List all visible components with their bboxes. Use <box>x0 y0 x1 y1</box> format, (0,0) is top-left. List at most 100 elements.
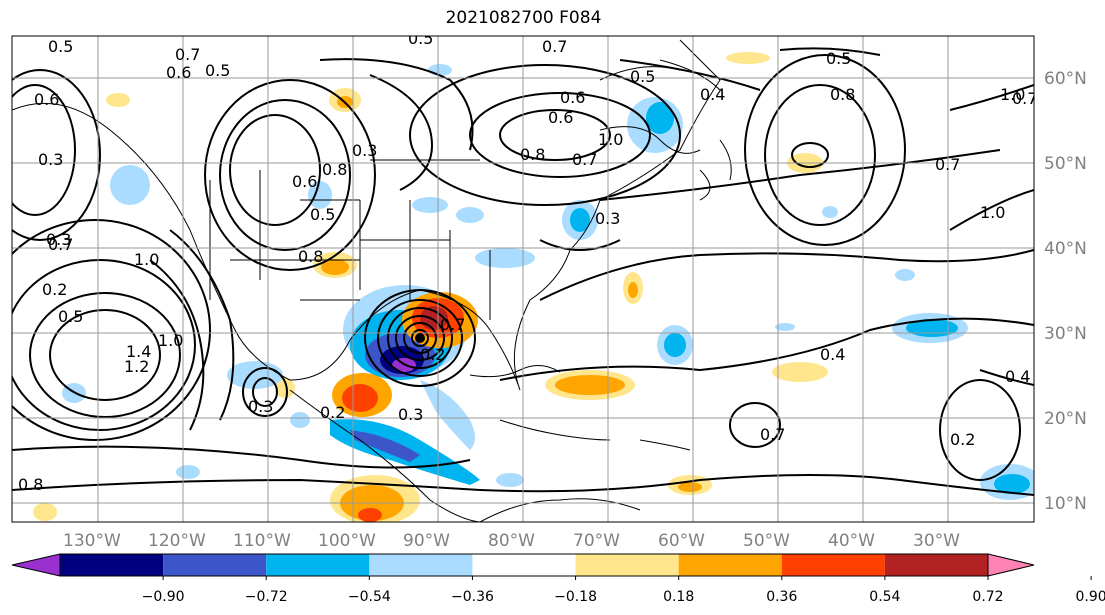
contour-label: 0.8 <box>322 160 347 179</box>
contour-label: 1.0 <box>598 130 623 149</box>
colorbar-segment <box>266 554 370 576</box>
latitude-axis: 60°N 50°N 40°N 30°N 20°N 10°N <box>1044 69 1087 514</box>
contour-label: 0.7 <box>542 37 567 56</box>
chart-title: 2021082700 F084 <box>445 8 602 28</box>
colorbar-segment <box>781 554 885 576</box>
colorbar-extend-max <box>987 553 1035 577</box>
negative-area <box>456 207 484 223</box>
colorbar-segment <box>678 554 782 576</box>
longitude-label: 60°W <box>658 531 705 551</box>
negative-area <box>308 181 332 209</box>
colorbar-segment <box>472 554 576 576</box>
contour-label: 0.5 <box>205 61 230 80</box>
contour-label: 0.8 <box>520 145 545 164</box>
positive-area <box>726 52 770 64</box>
contour-label: 0.2 <box>420 345 445 364</box>
contour-label: 0.6 <box>548 108 573 127</box>
positive-area <box>358 508 382 522</box>
contour-label: 0.2 <box>950 430 975 449</box>
contour-label: 0.3 <box>248 397 273 416</box>
contour-label: 0.4 <box>700 85 725 104</box>
latitude-label: 20°N <box>1044 409 1087 429</box>
positive-area <box>628 282 638 298</box>
colorbar-ticks: −0.90 −0.72 −0.54 −0.36 −0.18 0.18 0.36 0.54 0.7… <box>142 576 1105 605</box>
colorbar-segment <box>369 554 473 576</box>
contour-label: 0.5 <box>48 37 73 56</box>
negative-area <box>420 380 475 450</box>
positive-area <box>555 375 625 395</box>
colorbar-tick-label: 0.54 <box>869 589 900 605</box>
colorbar-frame <box>59 553 989 577</box>
colorbar-tick-label: −0.90 <box>142 589 185 605</box>
contour-label: 0.7 <box>48 235 73 254</box>
positive-area <box>275 378 295 398</box>
longitude-axis: 130°W 120°W 110°W 100°W 90°W 80°W 70°W 60°W 50°W… <box>63 531 960 551</box>
longitude-label: 70°W <box>573 531 620 551</box>
coastlines <box>12 39 732 522</box>
longitude-label: 100°W <box>318 531 376 551</box>
positive-area <box>772 362 828 382</box>
contour-label: 0.6 <box>166 63 191 82</box>
negative-area <box>350 430 420 462</box>
positive-area <box>342 384 378 412</box>
latitude-label: 60°N <box>1044 69 1087 89</box>
contour-label: 1.0 <box>980 203 1005 222</box>
positive-area <box>33 503 57 521</box>
longitude-label: 50°W <box>743 531 790 551</box>
contour-label: 0.2 <box>42 280 67 299</box>
colorbar-extend-min <box>11 553 61 577</box>
contour-label: 0.7 <box>935 155 960 174</box>
negative-area <box>646 102 674 134</box>
negative-area <box>475 248 535 268</box>
colorbar-tick-label: −0.72 <box>245 589 288 605</box>
contour-label: 1.0 <box>1000 85 1025 104</box>
gridlines <box>12 36 1034 522</box>
contour-label: 0.8 <box>298 247 323 266</box>
colorbar-tick-label: 0.90 <box>1076 589 1105 605</box>
positive-area <box>678 482 702 492</box>
contour-label: 0.8 <box>830 85 855 104</box>
latitude-label: 10°N <box>1044 494 1087 514</box>
colorbar-tick-label: −0.54 <box>348 589 391 605</box>
colorbar-tick-label: 0.18 <box>663 589 694 605</box>
latitude-label: 30°N <box>1044 324 1087 344</box>
contour-label: 0.5 <box>310 205 335 224</box>
colorbar-segment <box>163 554 267 576</box>
contour-label: 1.0 <box>134 250 159 269</box>
contour-label: 0.7 <box>1012 89 1037 108</box>
contour-label: 0.6 <box>34 90 59 109</box>
negative-area <box>290 412 310 428</box>
contour-label: 0.7 <box>440 315 465 334</box>
negative-area <box>428 64 452 76</box>
storm-center-marker <box>415 333 425 343</box>
negative-area <box>994 474 1030 494</box>
latitude-label: 40°N <box>1044 239 1087 259</box>
negative-area <box>895 269 915 281</box>
longitude-label: 30°W <box>913 531 960 551</box>
longitude-label: 120°W <box>148 531 206 551</box>
contour-label: 0.4 <box>1005 367 1030 386</box>
contour-label: 0.5 <box>408 29 433 48</box>
colorbar-tick-label: 0.36 <box>766 589 797 605</box>
contour-labels: 0.5 0.70.6 0.50.60.5 0.70.50.6 0.40.60.71.00… <box>18 29 1037 494</box>
colorbar-tick-label: −0.18 <box>554 589 597 605</box>
contour-label: 0.5 <box>58 307 83 326</box>
negative-area <box>822 206 838 218</box>
contour-label: 0.6 <box>292 172 317 191</box>
colorbar-segment <box>884 554 988 576</box>
contour-label: 0.3 <box>595 209 620 228</box>
contour-label: 1.4 <box>126 342 151 361</box>
contour-label: 0.3 <box>46 230 71 249</box>
positive-area <box>321 259 349 275</box>
colorbar <box>11 553 1035 577</box>
contour-label: 1.0 <box>158 331 183 350</box>
map-frame <box>11 35 1035 523</box>
contour-label: 0.8 <box>18 475 43 494</box>
contour-label: 0.3 <box>38 150 63 169</box>
negative-area <box>176 465 200 479</box>
negative-area <box>412 197 448 213</box>
longitude-label: 130°W <box>63 531 121 551</box>
longitude-label: 110°W <box>233 531 291 551</box>
contour-label: 0.7 <box>760 425 785 444</box>
negative-area <box>775 323 795 331</box>
